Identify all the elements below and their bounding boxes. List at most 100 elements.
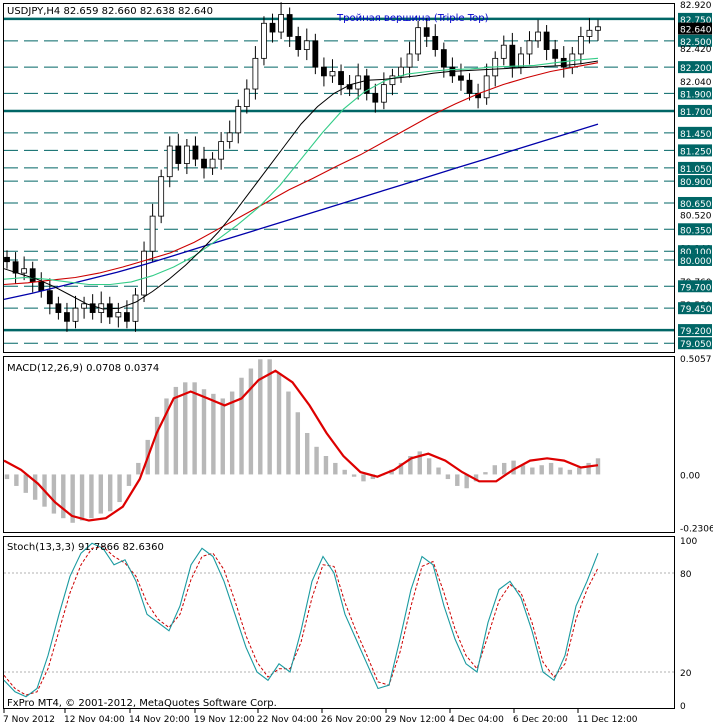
candle-body-37 [321,66,327,77]
macd-bar-22 [211,393,216,475]
ma-green-line [3,57,599,286]
candle-body-28 [243,88,250,107]
macd-bar-44 [417,451,422,475]
macd-bar-25 [239,377,244,475]
price-tag-box-9 [678,126,712,139]
price-panel-frame [3,3,675,353]
price-tick-label-15: 80.350 [680,226,712,236]
macd-bar-2 [23,474,28,493]
candle-body-25 [218,141,225,160]
candle-body-67 [577,36,584,55]
macd-bar-6 [61,474,66,519]
macd-bar-29 [276,373,282,475]
candle-body-32 [278,14,284,33]
price-tick-label-10: 81.250 [680,147,712,157]
macd-bar-54 [511,460,516,475]
macd-bar-14 [136,462,141,475]
macd-bar-56 [530,467,535,475]
candle-body-8 [72,307,79,322]
candle-body-64 [552,49,559,59]
macd-bar-52 [492,465,498,475]
macd-bar-13 [126,474,132,486]
macd-bar-55 [520,465,526,475]
candle-body-5 [46,290,53,305]
stoch-tick-label-2: 20 [680,669,692,679]
candle-body-17 [149,215,156,252]
price-tick-label-8: 81.700 [680,108,712,118]
macd-bar-43 [408,456,413,475]
triple-top-annotation: Тройная вершина (Triple Top) [336,13,489,24]
candle-body-20 [175,145,182,164]
macd-bar-11 [107,474,113,512]
macd-bar-42 [398,462,404,475]
macd-bar-58 [548,462,554,475]
candle-body-58 [500,44,507,59]
price-tick-label-12: 80.900 [680,178,712,188]
candle-body-26 [226,132,233,143]
candle-body-31 [269,22,276,33]
candle-body-65 [560,57,567,68]
candle-body-38 [329,71,336,77]
ma-black-line [3,60,599,310]
macd-bar-26 [248,368,254,475]
candle-body-42 [363,75,370,94]
time-label-4: 22 Nov 04:00 [257,715,318,725]
macd-bar-53 [501,462,507,475]
macd-bar-18 [173,386,179,475]
macd-bar-50 [473,474,479,482]
macd-bar-21 [201,389,207,475]
macd-bar-31 [295,412,301,475]
macd-bar-27 [258,359,263,475]
time-label-8: 6 Dec 20:00 [513,715,568,725]
macd-bar-41 [389,469,394,475]
stoch-main-line [3,542,599,698]
price-tick-label-20: 79.700 [680,283,712,293]
macd-bar-3 [32,474,38,500]
candle-body-19 [166,145,173,178]
price-tick-label-14: 80.520 [680,211,712,221]
macd-bar-5 [51,474,57,514]
time-label-0: 7 Nov 2012 [3,715,55,725]
candle-body-6 [55,303,62,313]
stoch-axis: 100 80 20 0 [680,537,697,712]
time-axis: 7 Nov 2012 12 Nov 04:00 14 Nov 20:00 19 Nov… [3,709,638,725]
candle-body-69 [595,26,601,31]
macd-bar-60 [567,469,573,475]
price-tick-label-18: 80.000 [680,257,712,267]
candle-body-3 [29,268,36,283]
macd-bar-0 [4,474,10,480]
price-tick-label-17: 80.100 [680,248,712,258]
candle-body-56 [483,75,490,99]
macd-bar-9 [89,474,94,519]
price-tick-label-6: 82.040 [680,78,712,88]
price-tag-box-8 [678,104,712,117]
time-label-9: 11 Dec 12:00 [577,715,638,725]
macd-signal-line [3,369,599,522]
macd-tick-label-1: 0.00 [680,471,700,481]
macd-header: MACD(12,26,9) 0.0708 0.0374 [7,363,159,374]
macd-bar-38 [361,474,366,482]
price-header: USDJPY,H4 82.659 82.660 82.638 82.640 [7,6,213,17]
macd-bar-23 [220,398,225,475]
time-label-6: 29 Nov 12:00 [385,715,446,725]
macd-bar-47 [445,474,451,480]
macd-axis: 0.5057 0.00 -0.2306 [680,355,713,535]
candle-body-4 [38,281,45,292]
price-tick-label-0: 82.920 [680,1,712,11]
macd-bar-1 [14,474,19,486]
footer-copyright: FxPro MT4, © 2001-2012, MetaQuotes Softw… [7,698,277,709]
price-tag-box-5 [678,61,712,74]
candle-body-22 [192,145,199,160]
macd-bar-36 [342,469,347,475]
candle-body-60 [518,53,524,68]
price-tag-box-3 [678,34,712,47]
candle-body-54 [466,79,473,94]
price-tick-label-23: 79.200 [680,327,712,337]
candle-body-27 [235,106,242,134]
candle-body-36 [312,40,319,68]
price-tag-box-22 [678,302,712,315]
price-tag-box-24 [678,337,712,350]
price-tag-box-2 [678,22,712,35]
macd-bar-10 [98,474,104,514]
